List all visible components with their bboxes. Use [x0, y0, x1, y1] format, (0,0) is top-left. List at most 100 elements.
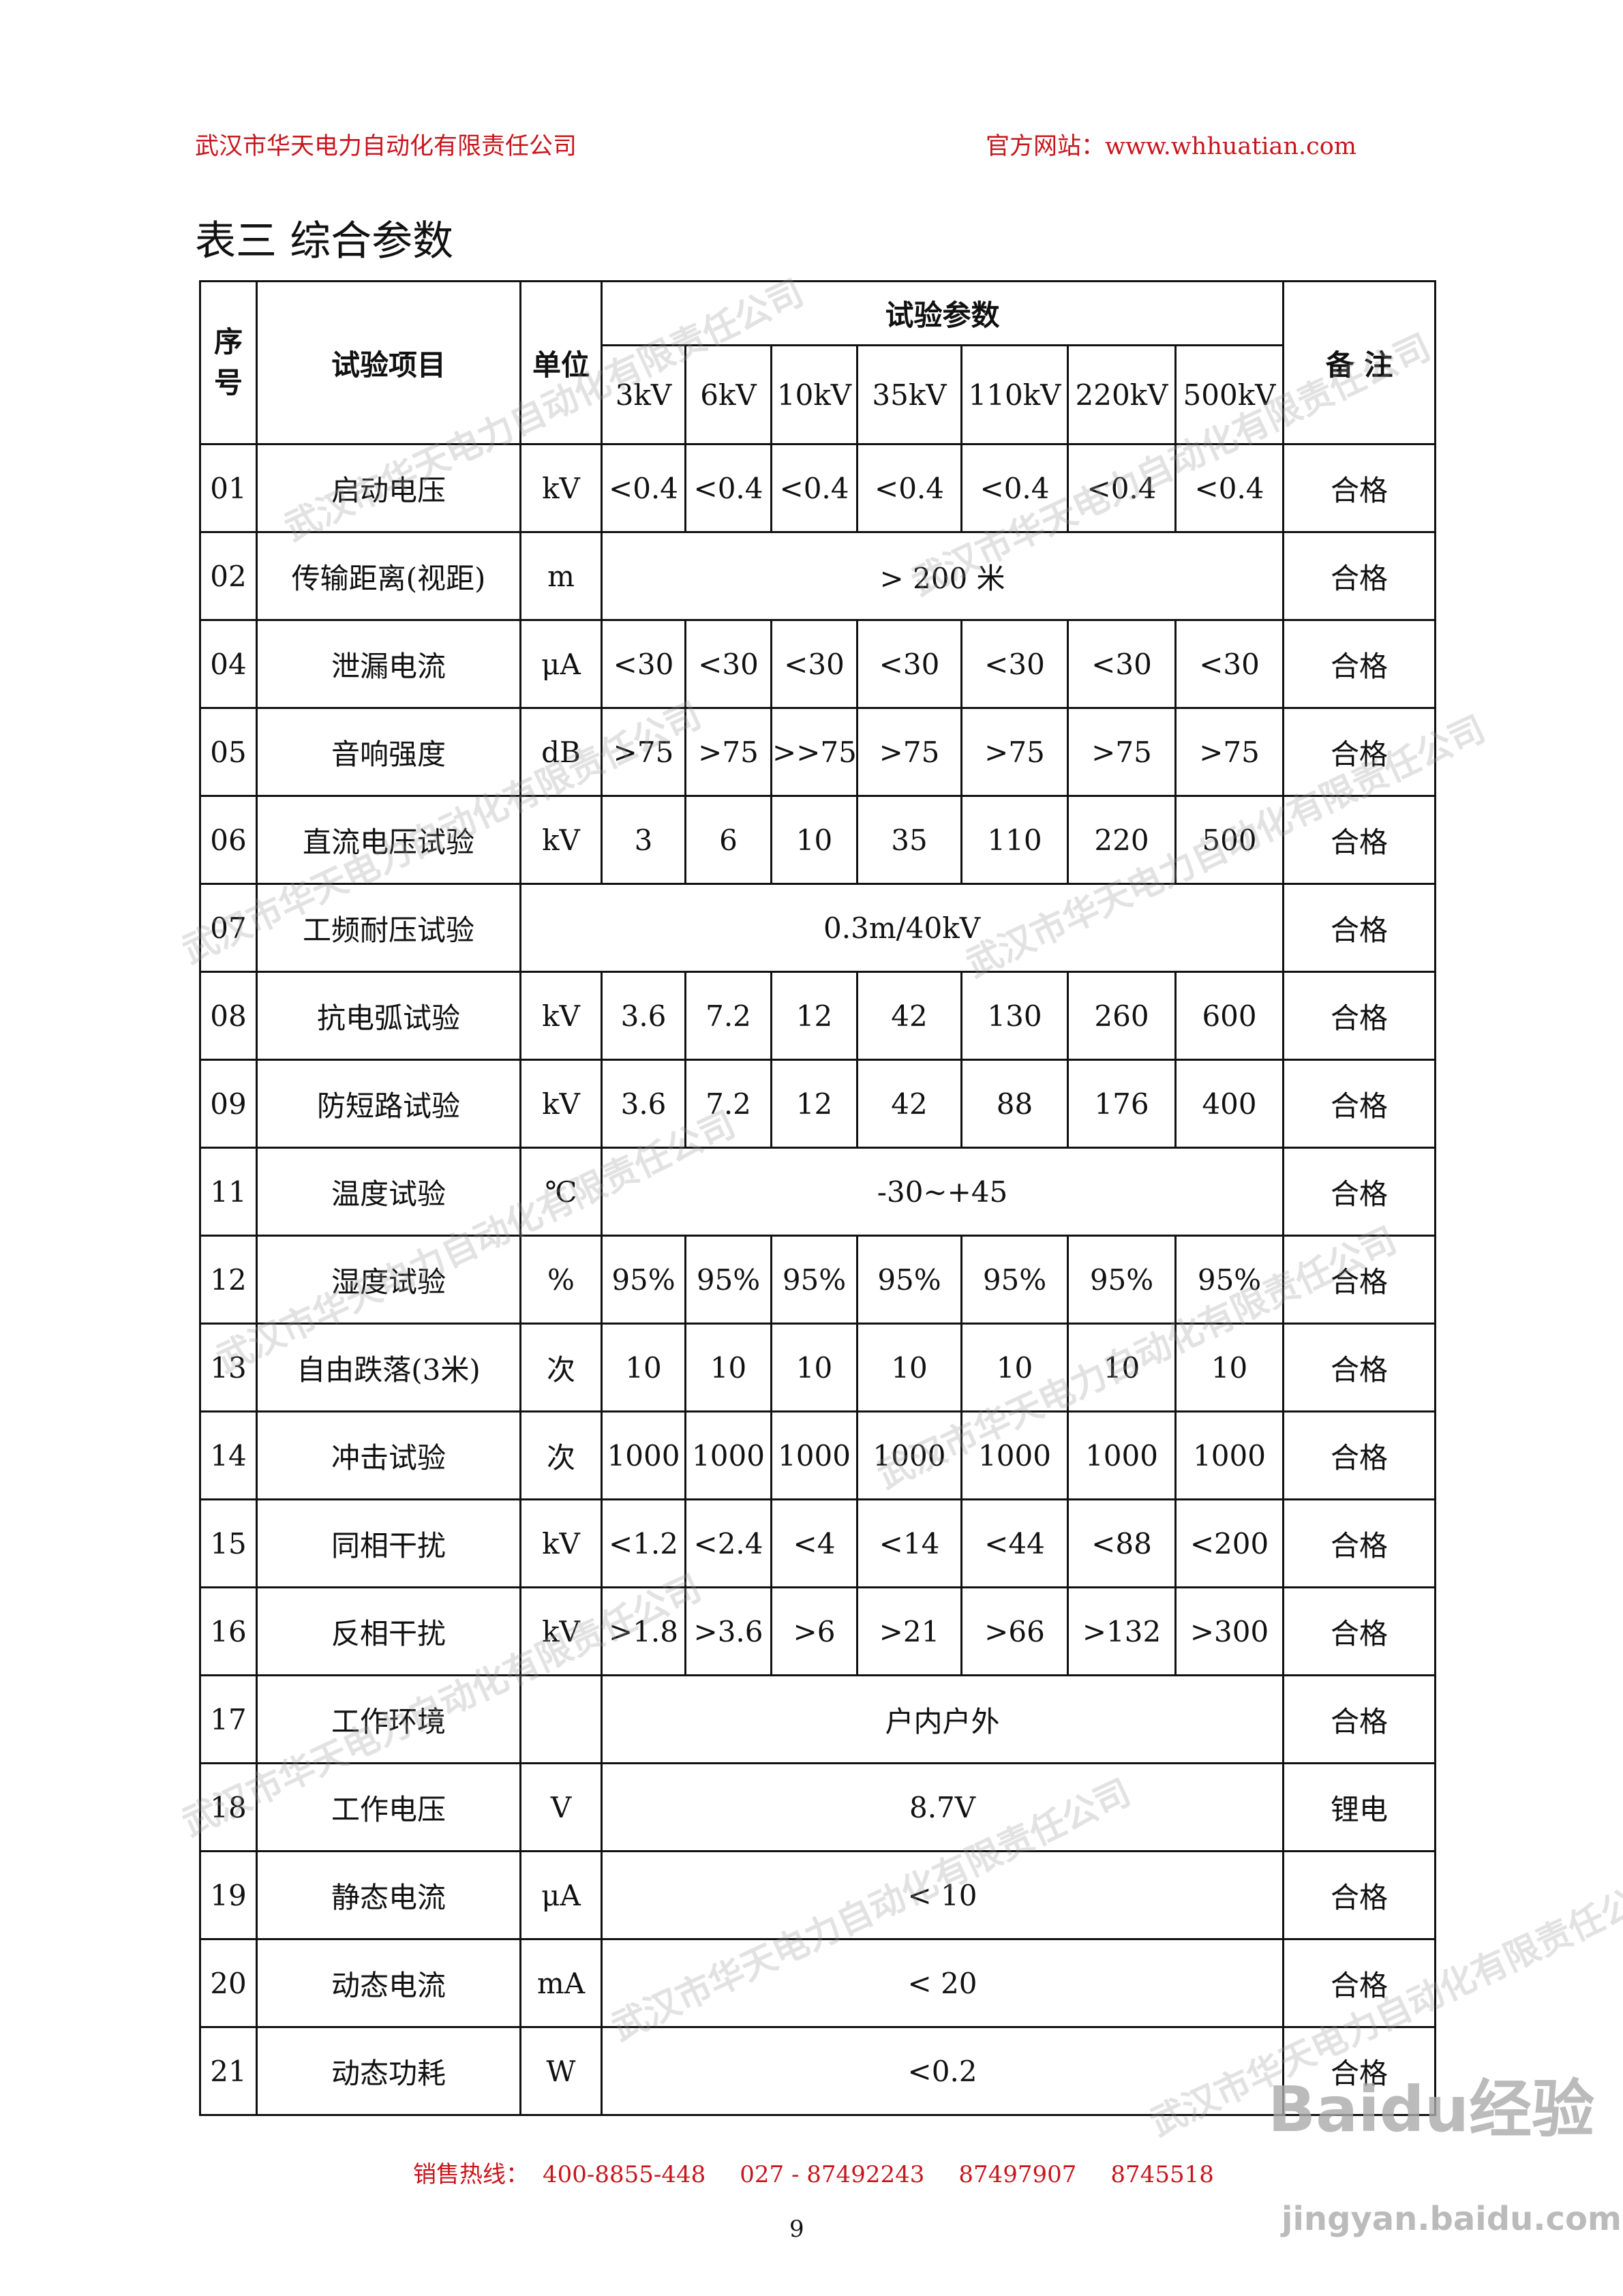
header-voltage-10kV: 10kV: [770, 344, 858, 445]
unit: kV: [519, 1498, 603, 1588]
row-number: 13: [199, 1323, 258, 1413]
header-item: 试验项目: [256, 280, 521, 445]
baidu-logo-text: Baidu经验: [1268, 2073, 1595, 2146]
header-params: 试验参数: [600, 280, 1285, 346]
note: 合格: [1282, 443, 1437, 533]
row-number: 12: [199, 1235, 258, 1325]
table-row: 21 动态功耗 W <0.2 合格: [199, 2026, 1437, 2116]
unit: μA: [519, 619, 603, 709]
test-value: 10: [1067, 1323, 1177, 1413]
header-note: 备 注: [1282, 280, 1437, 445]
test-value: >75: [684, 707, 772, 797]
unit: V: [519, 1762, 603, 1852]
test-value: 95%: [1067, 1235, 1177, 1325]
table-row: 06 直流电压试验 kV 3 6 10 35 110 220 500 合格: [199, 795, 1437, 885]
test-value: 130: [960, 971, 1069, 1061]
test-value: -30~+45: [600, 1147, 1285, 1237]
test-value: <30: [1174, 619, 1285, 709]
test-value: 176: [1067, 1059, 1177, 1149]
test-item: 泄漏电流: [256, 619, 521, 709]
test-item: 工频耐压试验: [256, 883, 521, 973]
test-value: 600: [1174, 971, 1285, 1061]
test-value: >75: [856, 707, 962, 797]
test-value: 10: [856, 1323, 962, 1413]
test-value: >300: [1174, 1586, 1285, 1676]
test-value: >1.8: [601, 1586, 686, 1676]
website-link[interactable]: 官方网站：www.whhuatian.com: [986, 133, 1356, 160]
test-value: <30: [960, 619, 1069, 709]
table-row: 02 传输距离(视距) m > 200 米合格: [199, 531, 1437, 621]
test-value: 3.6: [601, 971, 686, 1061]
test-value: <44: [960, 1498, 1069, 1588]
test-value: 1000: [770, 1410, 858, 1500]
row-number: 16: [199, 1586, 258, 1676]
row-number: 07: [199, 883, 258, 973]
test-value: <30: [684, 619, 772, 709]
test-value: 42: [856, 971, 962, 1061]
test-value: <0.4: [1067, 443, 1177, 533]
unit: dB: [519, 707, 603, 797]
test-item: 静态电流: [256, 1850, 521, 1940]
note: 合格: [1282, 1147, 1437, 1237]
note: 合格: [1282, 1323, 1437, 1413]
unit: kV: [519, 1059, 603, 1149]
unit: kV: [519, 1586, 603, 1676]
table-row: 19 静态电流 μA < 10 合格: [199, 1850, 1437, 1940]
test-value: 95%: [856, 1235, 962, 1325]
row-number: 04: [199, 619, 258, 709]
test-value: 7.2: [684, 1059, 772, 1149]
test-value: >75: [960, 707, 1069, 797]
test-item: 启动电压: [256, 443, 521, 533]
row-number: 08: [199, 971, 258, 1061]
header-no: 序号: [199, 280, 258, 445]
note: 合格: [1282, 1498, 1437, 1588]
test-value: >75: [1174, 707, 1285, 797]
unit: kV: [519, 971, 603, 1061]
test-value: 1000: [960, 1410, 1069, 1500]
note: 合格: [1282, 531, 1437, 621]
test-value: 1000: [601, 1410, 686, 1500]
test-value: 户内户外: [600, 1674, 1285, 1764]
unit: μA: [519, 1850, 603, 1940]
sales-hotline: 销售热线： 400-8855-448 027 - 87492243 87497907 8…: [413, 2161, 1214, 2188]
test-value: 95%: [960, 1235, 1069, 1325]
unit: kV: [519, 443, 603, 533]
hotline-label: 销售热线：: [413, 2161, 529, 2188]
test-value: <0.4: [856, 443, 962, 533]
note: 合格: [1282, 1059, 1437, 1149]
test-value: 95%: [770, 1235, 858, 1325]
note: 锂电: [1282, 1762, 1437, 1852]
test-value: 10: [601, 1323, 686, 1413]
test-item: 防短路试验: [256, 1059, 521, 1149]
test-value: <30: [770, 619, 858, 709]
test-value: 10: [1174, 1323, 1285, 1413]
unit: ℃: [519, 1147, 603, 1237]
unit: 次: [519, 1323, 603, 1413]
row-number: 11: [199, 1147, 258, 1237]
test-value: 10: [684, 1323, 772, 1413]
note: 合格: [1282, 1850, 1437, 1940]
test-value: >132: [1067, 1586, 1177, 1676]
test-item: 湿度试验: [256, 1235, 521, 1325]
test-value: 8.7V: [600, 1762, 1285, 1852]
test-value: 500: [1174, 795, 1285, 885]
test-item: 自由跌落(3米): [256, 1323, 521, 1413]
test-item: 传输距离(视距): [256, 531, 521, 621]
test-value: 400: [1174, 1059, 1285, 1149]
test-value: 110: [960, 795, 1069, 885]
row-number: 19: [199, 1850, 258, 1940]
table-row: 18 工作电压 V 8.7V 锂电: [199, 1762, 1437, 1852]
test-value: 95%: [684, 1235, 772, 1325]
row-number: 17: [199, 1674, 258, 1764]
unit: W: [519, 2026, 603, 2116]
header-unit: 单位: [519, 280, 603, 445]
test-value: 6: [684, 795, 772, 885]
test-value: 3: [601, 795, 686, 885]
test-value: <0.2: [600, 2026, 1285, 2116]
unit: kV: [519, 795, 603, 885]
test-item: 冲击试验: [256, 1410, 521, 1500]
test-value: 10: [960, 1323, 1069, 1413]
test-value: 1000: [1174, 1410, 1285, 1500]
test-value: <4: [770, 1498, 858, 1588]
table-row: 11 温度试验 ℃ -30~+45 合格: [199, 1147, 1437, 1237]
